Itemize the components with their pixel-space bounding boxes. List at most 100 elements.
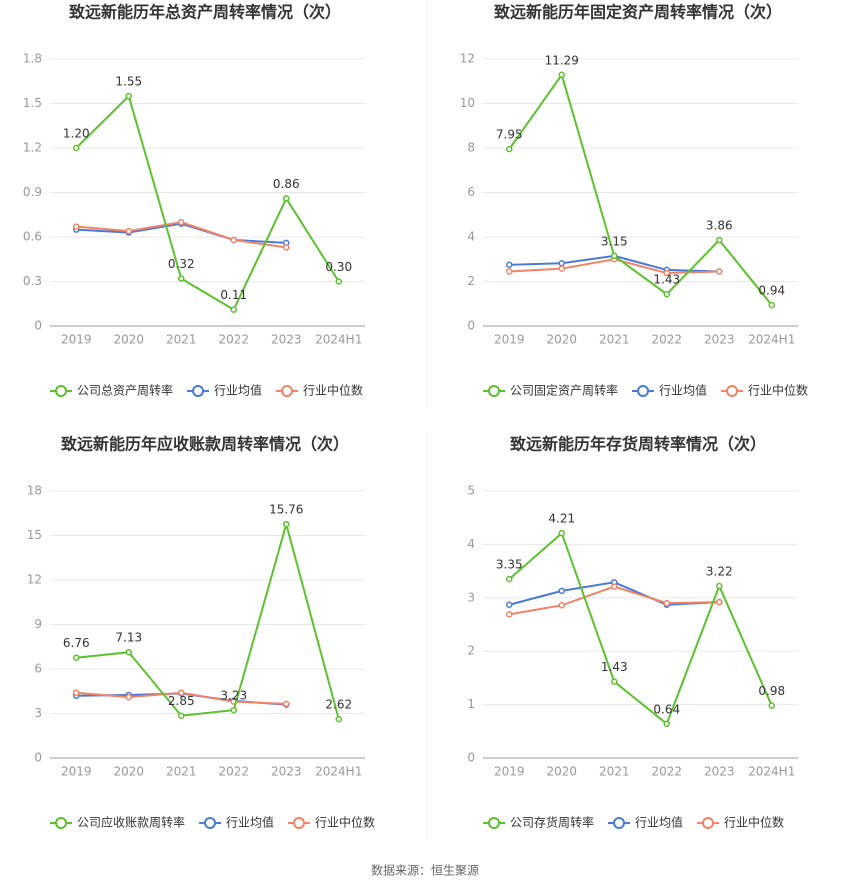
- data-point: [125, 92, 132, 100]
- data-label: 3.35: [496, 558, 523, 572]
- x-tick-label: 2022: [218, 333, 249, 347]
- data-label: 3.23: [220, 689, 247, 703]
- x-tick-label: 2021: [166, 765, 197, 779]
- data-label: 0.32: [168, 257, 195, 271]
- x-tick-label: 2023: [271, 333, 302, 347]
- data-point: [230, 236, 237, 244]
- y-tick-label: 1.8: [23, 52, 42, 66]
- legend-marker: [702, 817, 715, 829]
- y-tick-label: 12: [27, 573, 42, 587]
- data-point: [230, 306, 237, 313]
- data-point: [506, 575, 513, 583]
- data-label: 6.76: [63, 636, 90, 650]
- data-point: [558, 529, 565, 537]
- legend-label: 行业中位数: [748, 383, 808, 398]
- legend-marker: [488, 817, 500, 829]
- x-tick-label: 2019: [494, 333, 525, 347]
- y-tick-label: 0.9: [23, 185, 42, 199]
- x-tick-label: 2024H1: [315, 765, 362, 779]
- chart-title: 致远新能历年总资产周转率情况（次）: [69, 3, 341, 22]
- data-point: [716, 236, 723, 244]
- legend-label: 行业中位数: [315, 815, 375, 830]
- y-tick-label: 0: [467, 751, 475, 765]
- data-point: [230, 706, 237, 714]
- data-point: [663, 290, 670, 298]
- chart-title: 致远新能历年应收账款周转率情况（次）: [61, 435, 349, 454]
- chart-title: 致远新能历年存货周转率情况（次）: [510, 435, 766, 454]
- data-point: [506, 261, 513, 269]
- y-tick-label: 0.3: [23, 274, 42, 288]
- legend-marker: [55, 817, 67, 829]
- data-point: [558, 71, 565, 79]
- data-point: [283, 700, 290, 708]
- x-tick-label: 2023: [704, 765, 735, 779]
- legend-marker: [293, 817, 306, 829]
- data-point: [558, 602, 565, 609]
- legend-label: 行业均值: [659, 383, 707, 398]
- x-tick-label: 2021: [599, 333, 630, 347]
- y-tick-label: 5: [467, 484, 475, 498]
- series-line: [76, 520, 340, 720]
- series-line: [508, 72, 773, 306]
- data-label: 7.95: [496, 128, 523, 142]
- data-point: [663, 269, 670, 277]
- y-tick-label: 1.5: [23, 96, 42, 110]
- data-label: 3.86: [706, 219, 733, 233]
- legend-label: 行业中位数: [724, 815, 784, 830]
- x-tick-label: 2019: [61, 333, 92, 347]
- data-label: 1.55: [115, 75, 142, 89]
- legend-marker: [726, 385, 739, 397]
- series-line: [75, 94, 340, 312]
- series-line: [508, 531, 773, 726]
- data-point: [768, 702, 775, 709]
- data-point: [716, 598, 723, 606]
- data-point: [506, 268, 513, 275]
- y-tick-label: 3: [467, 590, 475, 604]
- x-tick-label: 2019: [494, 765, 525, 779]
- x-tick-label: 2021: [599, 765, 630, 779]
- data-point: [506, 611, 513, 618]
- y-tick-label: 1: [467, 697, 475, 711]
- data-point: [611, 252, 618, 260]
- x-tick-label: 2020: [546, 765, 577, 779]
- data-label: 2.85: [168, 694, 195, 708]
- y-tick-label: 0: [467, 319, 475, 333]
- data-point: [506, 601, 513, 608]
- data-point: [506, 145, 513, 153]
- legend-label: 公司总资产周转率: [77, 383, 173, 398]
- x-tick-label: 2021: [166, 333, 197, 347]
- data-label: 0.64: [653, 702, 680, 716]
- data-point: [178, 275, 185, 282]
- legend-label: 公司应收账款周转率: [77, 815, 185, 830]
- data-point: [125, 648, 132, 656]
- data-point: [178, 712, 185, 719]
- data-point: [558, 265, 565, 272]
- data-label: 0.94: [758, 284, 785, 298]
- data-point: [125, 693, 132, 701]
- data-point: [663, 599, 670, 607]
- data-label: 15.76: [269, 503, 303, 517]
- x-tick-label: 2022: [651, 333, 682, 347]
- legend-marker: [488, 385, 500, 397]
- data-point: [558, 260, 565, 267]
- legend-marker: [613, 817, 626, 829]
- data-point: [283, 520, 290, 528]
- data-label: 0.11: [220, 288, 247, 302]
- series-line: [509, 585, 720, 616]
- data-label: 1.43: [653, 273, 680, 287]
- data-label: 3.22: [706, 565, 733, 579]
- y-tick-label: 10: [460, 96, 475, 110]
- x-tick-label: 2024H1: [748, 765, 795, 779]
- y-tick-label: 0: [34, 751, 42, 765]
- data-point: [611, 583, 618, 590]
- y-tick-label: 6: [34, 662, 42, 676]
- data-point: [335, 278, 342, 285]
- legend-label: 公司固定资产周转率: [510, 383, 618, 398]
- data-label: 11.29: [545, 53, 579, 67]
- chart-title: 致远新能历年固定资产周转率情况（次）: [494, 3, 782, 22]
- y-tick-label: 2: [467, 274, 475, 288]
- y-tick-label: 3: [34, 706, 42, 720]
- data-point: [73, 689, 80, 696]
- data-label: 0.86: [273, 177, 300, 191]
- data-label: 4.21: [548, 512, 575, 526]
